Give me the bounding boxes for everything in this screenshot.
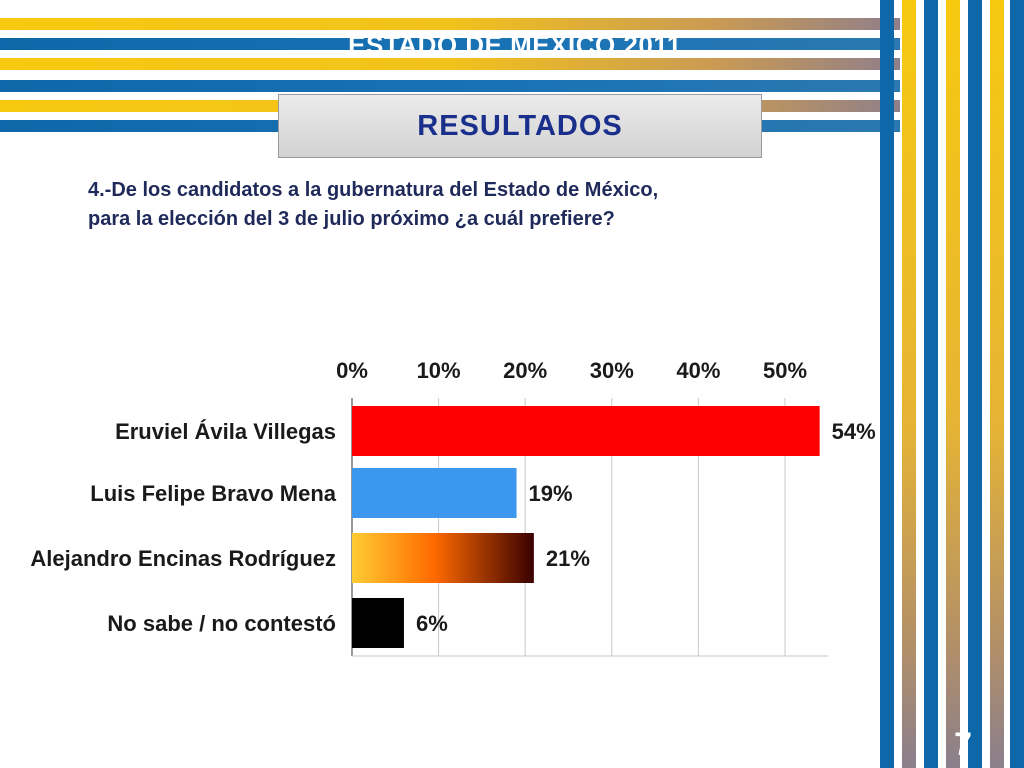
decor-stripe-gold-2 <box>0 58 900 70</box>
category-label: No sabe / no contestó <box>107 611 336 636</box>
bar <box>352 468 517 518</box>
category-label: Alejandro Encinas Rodríguez <box>30 546 336 571</box>
decor-vstripe-gold-1 <box>902 0 916 768</box>
bar <box>352 598 404 648</box>
decor-vstripe-blue-3 <box>968 0 982 768</box>
decor-vstripe-gold-2 <box>946 0 960 768</box>
page-number: 7 <box>954 726 972 762</box>
x-tick-label: 40% <box>676 358 720 383</box>
decor-stripe-blue-1 <box>0 38 900 50</box>
value-label: 21% <box>546 546 590 571</box>
slide-title: ESTADO DE MÉXICO 2011 <box>348 30 682 60</box>
value-label: 54% <box>832 419 876 444</box>
value-label: 6% <box>416 611 448 636</box>
decor-vstripe-blue-2 <box>924 0 938 768</box>
category-label: Eruviel Ávila Villegas <box>115 419 336 444</box>
bar <box>352 406 820 456</box>
decor-vstripe-blue-4 <box>1010 0 1024 768</box>
decor-stripe-blue-2 <box>0 80 900 92</box>
section-banner: RESULTADOS <box>278 94 762 158</box>
category-label: Luis Felipe Bravo Mena <box>90 481 336 506</box>
x-tick-label: 0% <box>336 358 368 383</box>
survey-question: 4.-De los candidatos a la gubernatura de… <box>88 176 848 234</box>
x-axis-ticks: 0% 10% 20% 30% 40% 50% <box>336 358 807 383</box>
decor-stripe-gold-1 <box>0 18 900 30</box>
chart-bars <box>352 406 820 648</box>
question-line-1: 4.-De los candidatos a la gubernatura de… <box>88 179 659 201</box>
value-label: 19% <box>529 481 573 506</box>
x-tick-label: 20% <box>503 358 547 383</box>
bar <box>352 533 534 583</box>
x-tick-label: 10% <box>417 358 461 383</box>
decor-vstripe-gold-3 <box>990 0 1004 768</box>
value-labels: 54% 19% 21% 6% <box>416 419 876 636</box>
section-label: RESULTADOS <box>417 109 623 142</box>
decor-vstripe-blue-1 <box>880 0 894 768</box>
category-labels: Eruviel Ávila Villegas Luis Felipe Bravo … <box>30 419 336 636</box>
question-line-2: para la elección del 3 de julio próximo … <box>88 208 615 230</box>
x-tick-label: 50% <box>763 358 807 383</box>
x-tick-label: 30% <box>590 358 634 383</box>
